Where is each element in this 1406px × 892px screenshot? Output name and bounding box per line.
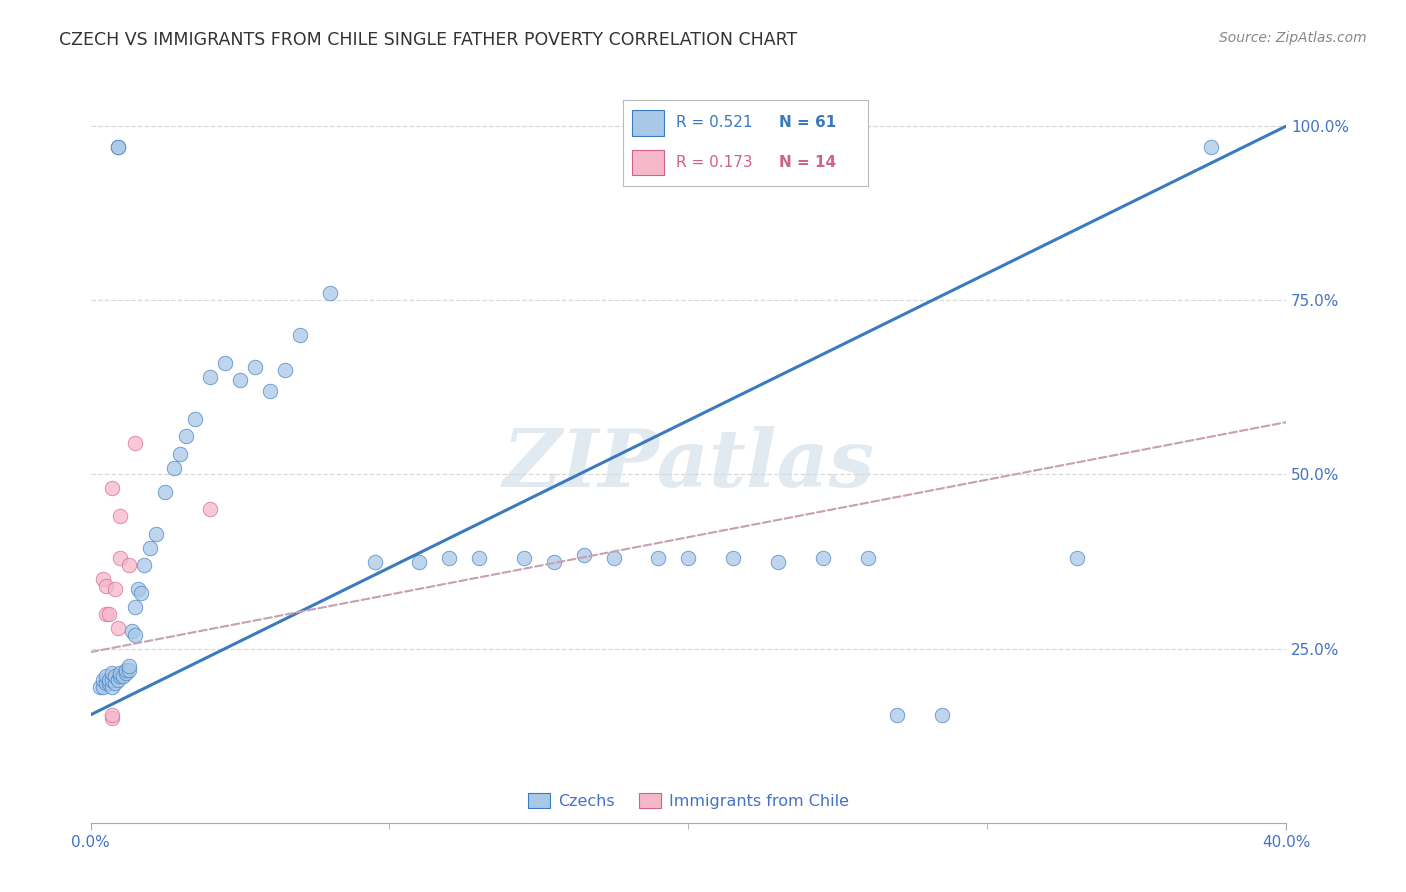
Point <box>103 582 125 597</box>
Point <box>115 663 138 677</box>
Point <box>145 526 167 541</box>
Point <box>100 673 122 687</box>
Point <box>97 673 120 687</box>
Point <box>97 607 120 621</box>
Point <box>931 707 953 722</box>
Point <box>856 551 879 566</box>
Point <box>107 140 129 154</box>
Point <box>107 140 129 154</box>
Point <box>572 548 595 562</box>
Point <box>97 676 120 690</box>
Point <box>647 551 669 566</box>
Point <box>155 484 177 499</box>
Point <box>886 707 908 722</box>
Point <box>121 624 143 639</box>
Point <box>229 373 252 387</box>
Point <box>100 707 122 722</box>
Point <box>94 579 117 593</box>
Point <box>163 460 186 475</box>
Point <box>100 482 122 496</box>
Point <box>214 356 236 370</box>
Point <box>100 680 122 694</box>
Point <box>91 572 114 586</box>
Point <box>110 665 132 680</box>
Point <box>169 446 191 460</box>
Point <box>134 558 156 572</box>
Point <box>94 669 117 683</box>
Point <box>103 676 125 690</box>
Point <box>513 551 536 566</box>
Point <box>811 551 834 566</box>
Point <box>678 551 700 566</box>
Point <box>118 663 141 677</box>
Text: Source: ZipAtlas.com: Source: ZipAtlas.com <box>1219 31 1367 45</box>
Point <box>1199 140 1222 154</box>
Point <box>721 551 744 566</box>
Point <box>198 370 221 384</box>
Point <box>1066 551 1088 566</box>
Point <box>766 555 789 569</box>
Point <box>124 628 146 642</box>
Point <box>110 509 132 524</box>
Point <box>439 551 461 566</box>
Point <box>543 555 565 569</box>
Point <box>110 551 132 566</box>
Point <box>118 558 141 572</box>
Point <box>318 286 340 301</box>
Legend: Czechs, Immigrants from Chile: Czechs, Immigrants from Chile <box>522 787 855 815</box>
Point <box>602 551 624 566</box>
Point <box>408 555 430 569</box>
Point <box>184 411 207 425</box>
Point <box>100 711 122 725</box>
Point <box>468 551 491 566</box>
Point <box>131 586 153 600</box>
Point <box>127 582 149 597</box>
Point <box>91 673 114 687</box>
Point <box>89 680 111 694</box>
Point <box>124 599 146 614</box>
Point <box>363 555 385 569</box>
Point <box>91 680 114 694</box>
Point <box>243 359 266 374</box>
Point <box>259 384 281 398</box>
Point <box>110 669 132 683</box>
Point <box>288 328 311 343</box>
Point <box>94 607 117 621</box>
Text: CZECH VS IMMIGRANTS FROM CHILE SINGLE FATHER POVERTY CORRELATION CHART: CZECH VS IMMIGRANTS FROM CHILE SINGLE FA… <box>59 31 797 49</box>
Point <box>139 541 162 555</box>
Text: ZIPatlas: ZIPatlas <box>502 426 875 504</box>
Point <box>198 502 221 516</box>
Point <box>274 363 297 377</box>
Point <box>115 665 138 680</box>
Point <box>107 621 129 635</box>
Point <box>100 665 122 680</box>
Point <box>112 669 135 683</box>
Point <box>124 436 146 450</box>
Point <box>174 429 197 443</box>
Point <box>103 669 125 683</box>
Point <box>118 659 141 673</box>
Point <box>94 676 117 690</box>
Point <box>107 673 129 687</box>
